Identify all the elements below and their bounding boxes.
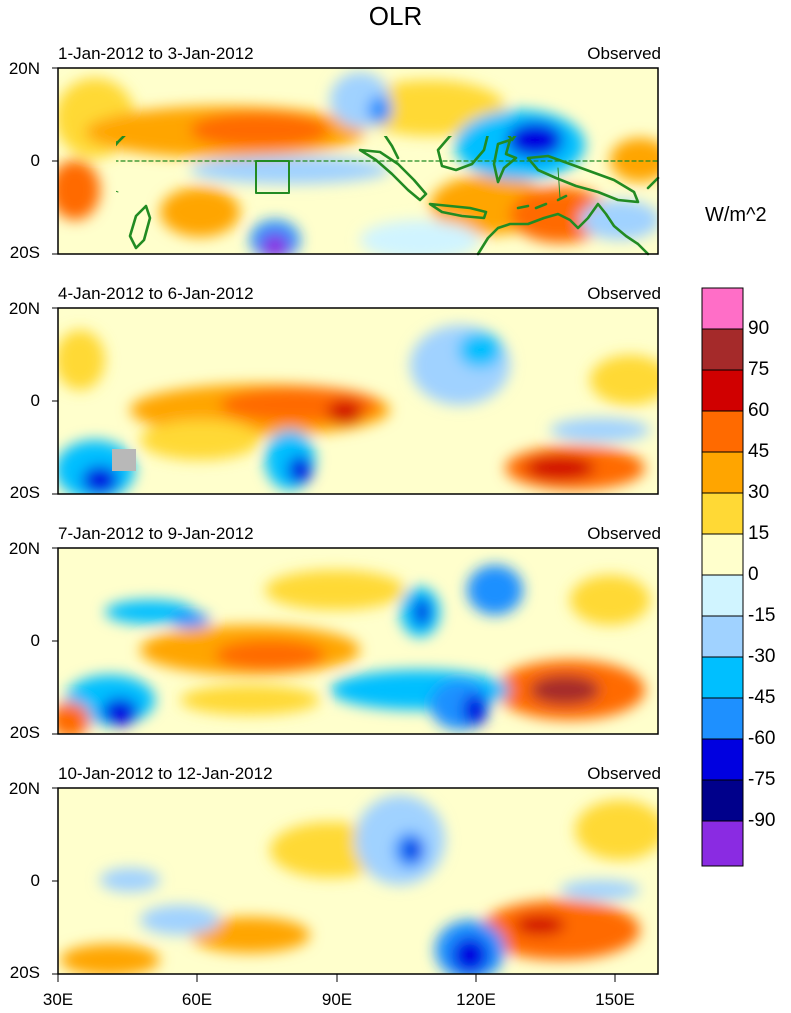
colorbar-label: -45: [748, 687, 776, 708]
colorbar-swatch: [701, 492, 744, 535]
panel-2-period: 4-Jan-2012 to 6-Jan-2012: [58, 284, 254, 303]
colorbar-swatch: [701, 820, 744, 867]
colorbar-label: -30: [748, 646, 776, 667]
colorbar-swatch: [701, 738, 744, 781]
panel-3-lat-equator: 0: [30, 631, 40, 650]
panel-2-lat-south: 20S: [9, 483, 40, 502]
colorbar-swatch: [701, 410, 744, 453]
panel-3-map: [57, 547, 659, 735]
panel-1-lat-north: 20N: [8, 59, 40, 78]
colorbar-swatch: [701, 287, 744, 330]
panel-4-lat-north: 20N: [8, 779, 40, 798]
figure-title: OLR: [368, 1, 423, 31]
panel-2-lat-equator: 0: [30, 391, 40, 410]
colorbar-label: -90: [748, 810, 776, 831]
colorbar-label: 45: [748, 441, 770, 462]
panel-4-lat-equator: 0: [30, 871, 40, 890]
panel-3-source: Observed: [587, 524, 661, 543]
panel-4-map: [57, 787, 659, 975]
colorbar-label: 30: [748, 482, 770, 503]
missing-data-patch: [112, 449, 136, 471]
colorbar-label: -15: [748, 605, 776, 626]
colorbar-swatch: [701, 451, 744, 494]
colorbar-label: -75: [748, 769, 776, 790]
colorbar-swatch: [701, 697, 744, 740]
lon-label-60e: 60E: [181, 990, 213, 1009]
colorbar-label: 0: [748, 564, 759, 585]
panel-4-period: 10-Jan-2012 to 12-Jan-2012: [58, 764, 273, 783]
colorbar: [701, 287, 744, 867]
colorbar-label: 15: [748, 523, 770, 544]
panel-1-period: 1-Jan-2012 to 3-Jan-2012: [58, 44, 254, 63]
lon-label-30e: 30E: [42, 990, 74, 1009]
panel-1-lat-south: 20S: [9, 243, 40, 262]
panel-1-source: Observed: [587, 44, 661, 63]
panel-2-source: Observed: [587, 284, 661, 303]
colorbar-label: 90: [748, 318, 770, 339]
panel-2-lat-north: 20N: [8, 299, 40, 318]
lon-label-90e: 90E: [321, 990, 353, 1009]
colorbar-swatch: [701, 615, 744, 658]
panel-4-lat-south: 20S: [9, 963, 40, 982]
panel-3-lat-south: 20S: [9, 723, 40, 742]
panel-4-source: Observed: [587, 764, 661, 783]
panel-1-lat-equator: 0: [30, 151, 40, 170]
panel-2-map: [57, 307, 659, 495]
colorbar-label: -60: [748, 728, 776, 749]
colorbar-swatch: [701, 574, 744, 617]
axis-ticks: [52, 67, 616, 982]
panel-3-period: 7-Jan-2012 to 9-Jan-2012: [58, 524, 254, 543]
colorbar-swatch: [701, 779, 744, 822]
panel-1-map: [57, 67, 660, 256]
colorbar-swatch: [701, 533, 744, 576]
colorbar-label: 75: [748, 359, 770, 380]
colorbar-swatch: [701, 369, 744, 412]
colorbar-units: W/m^2: [705, 204, 767, 226]
colorbar-label: 60: [748, 400, 770, 421]
lon-label-150e: 150E: [595, 990, 635, 1009]
lon-label-120e: 120E: [456, 990, 496, 1009]
colorbar-swatch: [701, 328, 744, 371]
panel-3-lat-north: 20N: [8, 539, 40, 558]
colorbar-swatch: [701, 656, 744, 699]
